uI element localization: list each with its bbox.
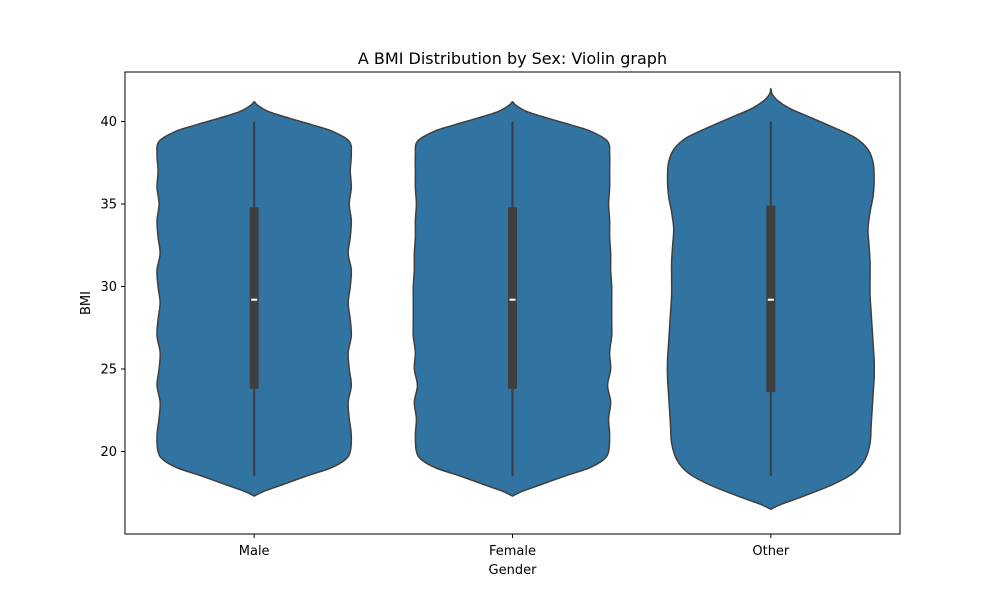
x-axis-label: Gender [489, 563, 538, 578]
violins-group [156, 87, 876, 511]
y-axis-label: BMI [79, 291, 94, 315]
chart-title: A BMI Distribution by Sex: Violin graph [358, 49, 667, 68]
violin-male [156, 100, 353, 497]
y-tick-label: 30 [100, 280, 117, 295]
violin-other [666, 87, 876, 511]
iqr-box-female [508, 207, 517, 389]
violin-female [412, 100, 613, 497]
y-tick-label: 40 [100, 115, 117, 130]
x-axis: Male Female Other [239, 534, 790, 559]
y-tick-label: 20 [100, 445, 117, 460]
iqr-box-male [249, 207, 259, 389]
x-tick-label-female: Female [489, 544, 536, 559]
y-tick-label: 25 [100, 363, 117, 378]
x-tick-label-other: Other [752, 544, 790, 559]
y-axis: 20 25 30 35 40 [100, 115, 125, 460]
y-tick-label: 35 [100, 198, 117, 213]
x-tick-label-male: Male [239, 544, 270, 559]
